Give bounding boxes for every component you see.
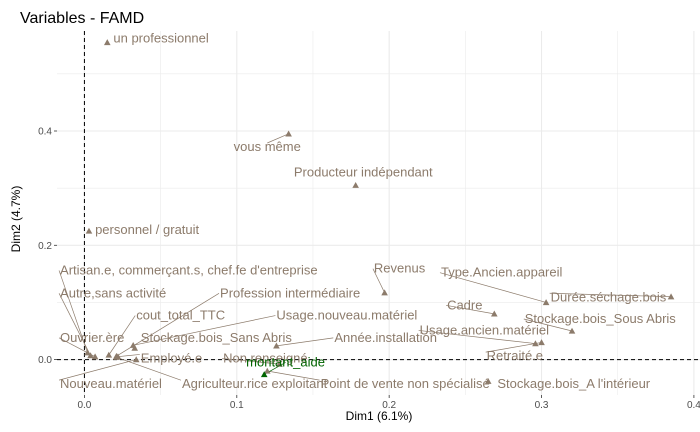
label-connector [485, 342, 542, 353]
point-marker [538, 339, 545, 346]
x-tick-label: 0.4 [687, 400, 700, 411]
point-marker [260, 371, 268, 378]
point-label: Autre,sans activité [60, 285, 166, 300]
point-label: Revenus [374, 261, 426, 276]
label-connector [276, 337, 334, 347]
point-label: Type.Ancien.appareil [441, 265, 563, 280]
point-marker [542, 299, 550, 306]
point-label: Année.installation [334, 330, 437, 345]
point-label: Retraité.e [487, 348, 543, 363]
y-tick-label: 0.2 [38, 241, 52, 252]
point-marker [285, 130, 292, 137]
x-tick-label: 0.3 [535, 400, 549, 411]
x-axis-title: Dim1 (6.1%) [346, 409, 413, 423]
point-label: Producteur indépendant [294, 165, 433, 180]
chart-title: Variables - FAMD [20, 10, 144, 27]
label-connector [267, 133, 289, 144]
point-marker [113, 353, 120, 360]
label-connector [116, 356, 182, 381]
point-marker [352, 181, 359, 188]
point-label: Employé.e [141, 350, 202, 365]
label-connector [58, 270, 88, 353]
point-marker [91, 353, 99, 360]
point-label: Nouveau.matériel [60, 376, 162, 391]
point-label: Cadre [447, 297, 482, 312]
label-connector [117, 354, 140, 358]
label-connector [418, 330, 536, 344]
label-connector [523, 318, 573, 332]
point-label: Ouvrier.ère [60, 330, 124, 345]
point-label: Artisan.e, commerçant.s, chef.fe d'entre… [60, 262, 318, 277]
point-label: Stockage.bois_Sans Abris [141, 330, 293, 345]
label-connector [446, 304, 495, 315]
point-marker [105, 351, 113, 358]
point-label: un professionnel [113, 30, 209, 45]
label-connector [439, 272, 547, 303]
reference-lines [57, 31, 700, 395]
point-marker [84, 349, 91, 356]
point-label: Stockage.bois_A l'intérieur [497, 376, 650, 391]
point-label: montant_aide [246, 354, 325, 369]
data-points [84, 39, 675, 384]
point-marker [273, 342, 280, 349]
x-tick-label: 0.2 [382, 400, 396, 411]
y-axis-title: Dim2 (4.7%) [9, 186, 23, 253]
label-connector [58, 293, 91, 356]
label-connector [58, 359, 137, 381]
label-connector-segments [58, 133, 672, 381]
point-marker [484, 377, 492, 384]
label-connector [133, 315, 276, 346]
label-connector [549, 292, 672, 298]
point-label: Stockage.bois_Sous Abris [525, 311, 677, 326]
point-marker [532, 340, 539, 347]
point-label: cout_total_TTC [136, 308, 225, 323]
axis-ticks: 0.0 0.1 0.2 0.3 0.4 0.0 0.2 0.4 [38, 127, 700, 412]
y-tick-label: 0.0 [38, 355, 52, 366]
point-marker [132, 356, 140, 363]
point-marker [381, 289, 388, 296]
point-label: Durée.séchage.bois [551, 289, 667, 304]
point-marker [103, 39, 111, 46]
point-marker [263, 367, 271, 374]
x-tick-label: 0.0 [77, 400, 91, 411]
label-connector [372, 268, 385, 293]
point-marker [276, 360, 283, 367]
point-marker [667, 293, 675, 300]
point-label: Usage.nouveau.matériel [276, 308, 417, 323]
point-label: Point de vente non spécialisé [321, 376, 490, 391]
point-marker [568, 327, 576, 334]
point-marker [87, 352, 94, 359]
point-marker [131, 344, 139, 351]
point-label: personnel / gratuit [95, 222, 199, 237]
point-label: Non renseigné [223, 350, 308, 365]
point-label: Profession intermédiaire [220, 285, 360, 300]
point-marker [491, 310, 498, 317]
y-tick-label: 0.4 [38, 127, 52, 138]
label-connector [267, 370, 320, 381]
point-label: Agriculteur.rice exploitant [182, 376, 328, 391]
point-label: vous même [234, 139, 301, 154]
point-labels: un professionnel vous même Producteur indé… [60, 30, 676, 391]
point-marker [85, 227, 93, 234]
label-connector [222, 358, 280, 365]
point-label: Usage.ancien.matériel [420, 322, 549, 337]
label-connector [108, 315, 136, 356]
x-tick-label: 0.1 [230, 400, 244, 411]
